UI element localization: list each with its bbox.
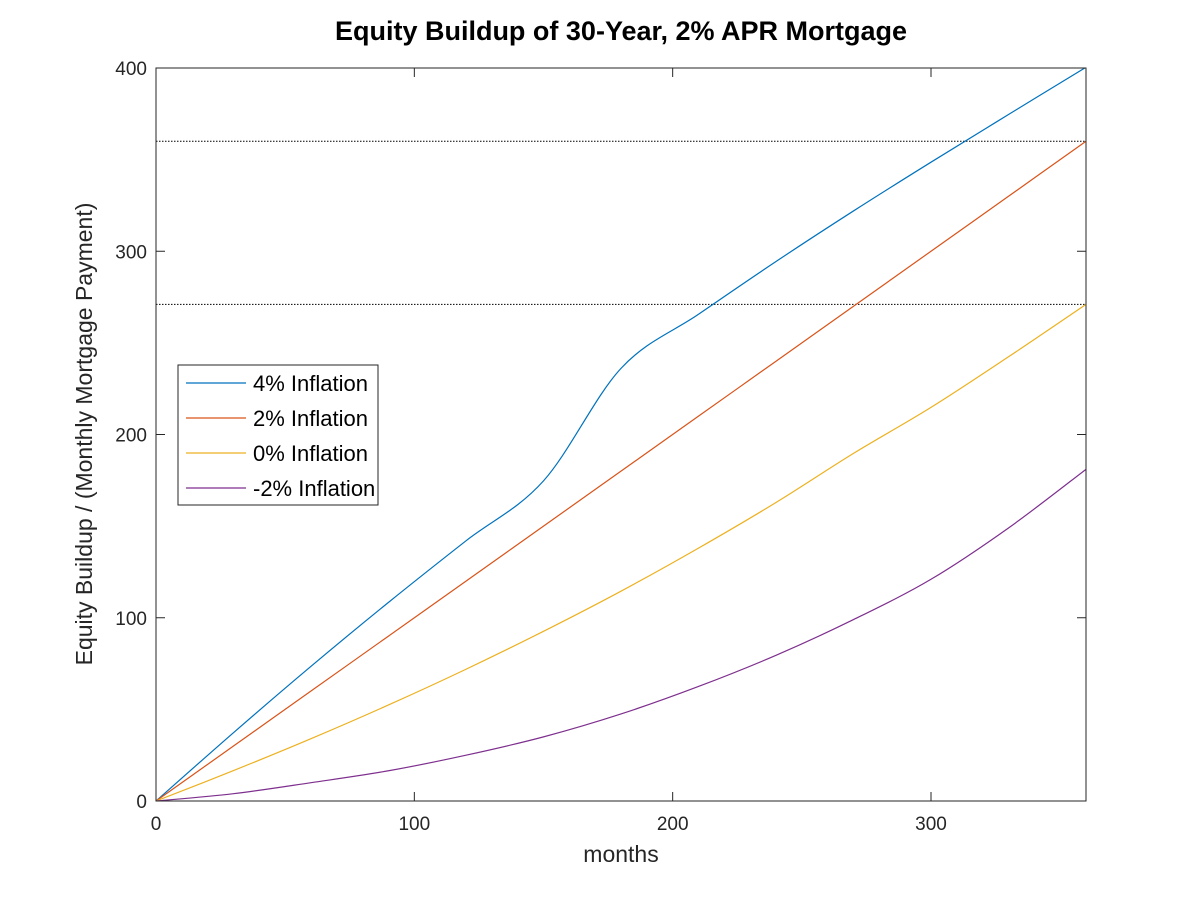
legend-label: -2% Inflation — [253, 476, 375, 501]
legend-label: 0% Inflation — [253, 441, 368, 466]
x-tick-label: 200 — [657, 814, 689, 835]
y-axis-label: Equity Buildup / (Monthly Mortgage Payme… — [71, 203, 97, 666]
series-line-2 — [156, 303, 1086, 801]
legend: 4% Inflation 2% Inflation 0% Inflation -2% … — [177, 364, 379, 506]
legend-box — [177, 364, 379, 506]
y-tick-label: 400 — [115, 59, 147, 80]
series-group — [156, 68, 1086, 801]
series-line-0 — [156, 68, 1086, 801]
y-tick-label: 300 — [115, 242, 147, 263]
chart-title: Equity Buildup of 30-Year, 2% APR Mortga… — [335, 16, 907, 46]
x-axis-label: months — [583, 841, 658, 867]
series-line-1 — [156, 140, 1086, 801]
x-tick-label: 300 — [915, 814, 947, 835]
x-tick-label: 100 — [398, 814, 430, 835]
legend-label: 2% Inflation — [253, 406, 368, 431]
x-tick-label: 0 — [151, 814, 162, 835]
series-line-3 — [156, 468, 1086, 801]
legend-label: 4% Inflation — [253, 371, 368, 396]
y-tick-label: 0 — [136, 792, 147, 813]
plot-area: 0 100 200 300 0 100 200 300 400 4% Inflation 2% In… — [115, 59, 1087, 835]
y-tick-label: 200 — [115, 426, 147, 447]
y-tick-label: 100 — [115, 609, 147, 630]
